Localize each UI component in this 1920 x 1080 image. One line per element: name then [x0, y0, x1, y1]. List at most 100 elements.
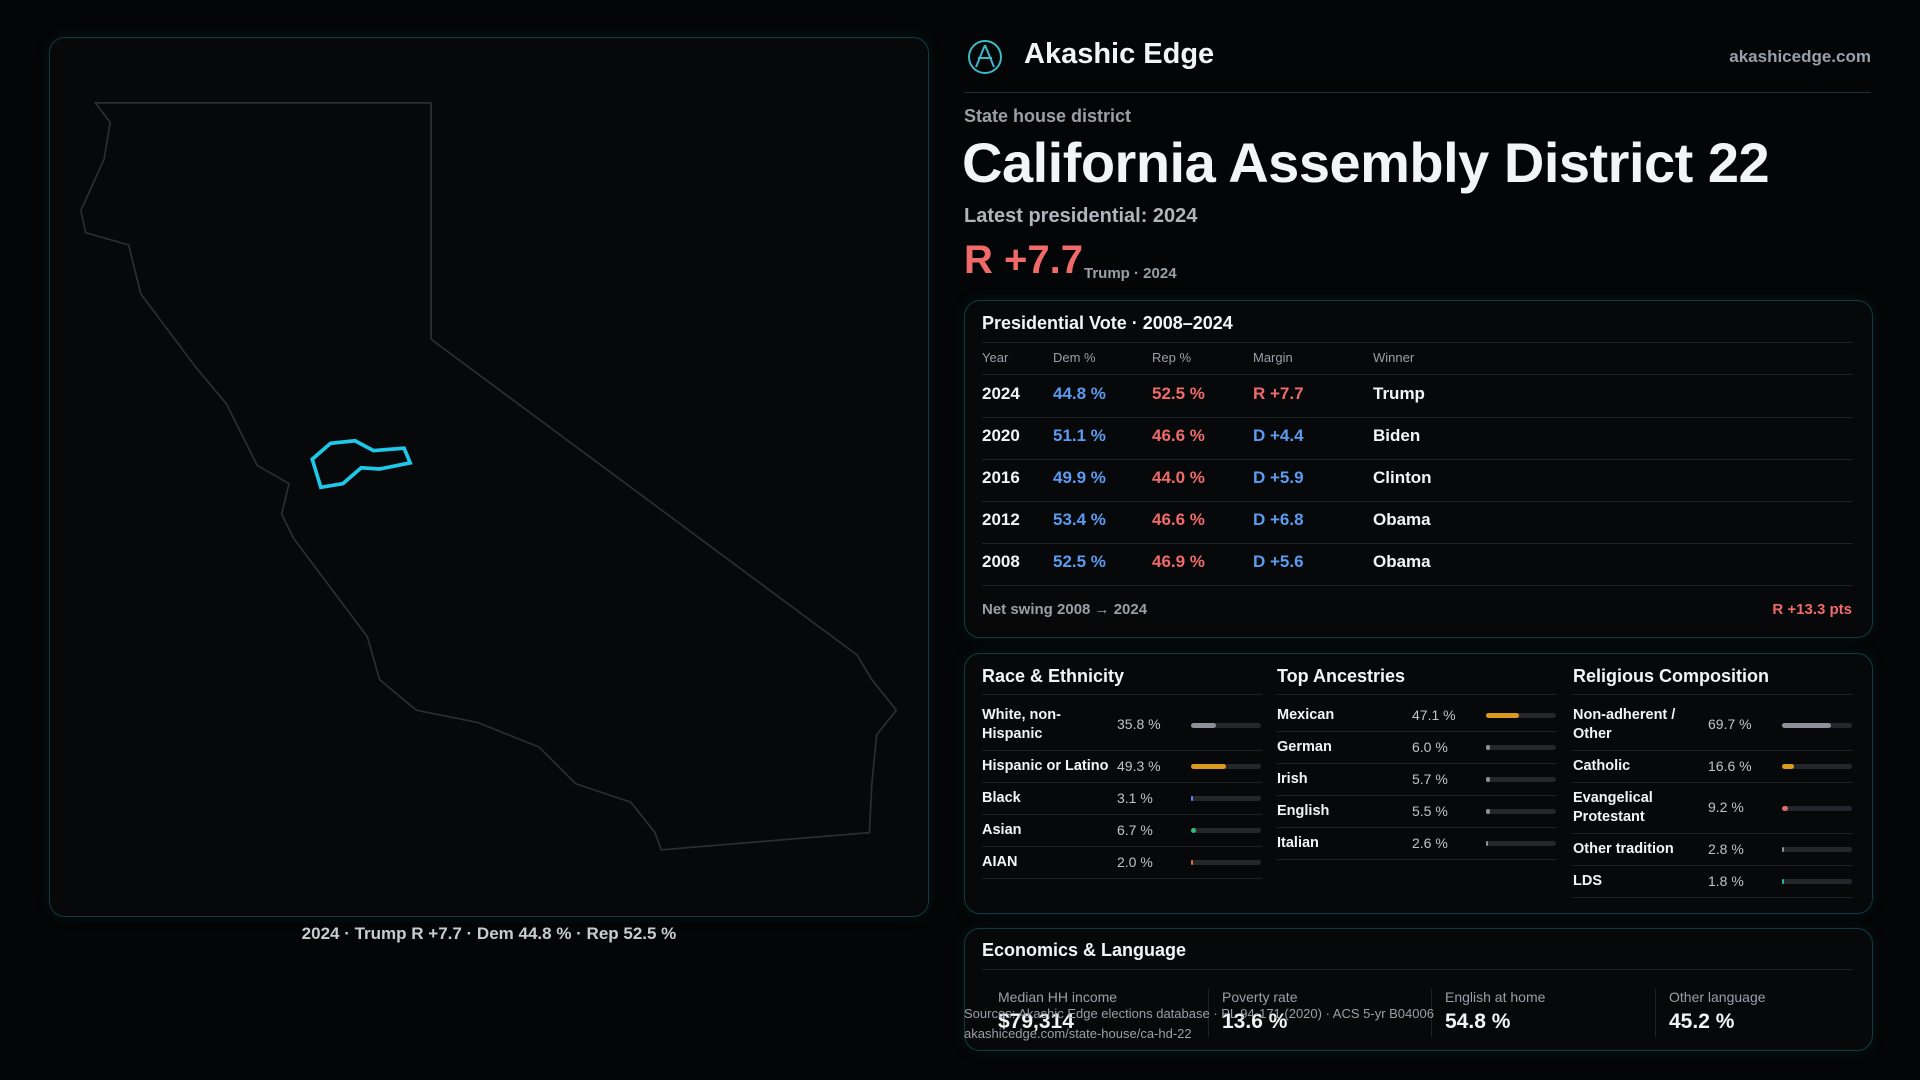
divider	[1573, 865, 1853, 866]
divider	[1277, 694, 1557, 695]
row-label: Mexican	[1277, 707, 1335, 723]
metric-label: English at home	[1445, 989, 1546, 1005]
source-url[interactable]: akashicedge.com/state-house/ca-hd-22	[964, 1026, 1192, 1041]
divider	[982, 782, 1262, 783]
bar	[1191, 828, 1196, 833]
bar-track	[1486, 745, 1556, 750]
divider	[1277, 827, 1557, 828]
divider	[982, 878, 1262, 879]
row-label: Other tradition	[1573, 841, 1674, 857]
cell: 44.8 %	[1053, 384, 1106, 403]
divider	[982, 846, 1262, 847]
bar	[1191, 764, 1226, 769]
metric-value: 54.8 %	[1445, 1010, 1511, 1033]
divider	[1431, 989, 1432, 1037]
bar-track	[1782, 879, 1852, 884]
column-header: Rep %	[1152, 350, 1192, 365]
presidential-card	[964, 300, 1873, 638]
divider	[1573, 897, 1853, 898]
state-outline	[79, 102, 898, 851]
cell: Trump	[1373, 384, 1425, 403]
brand: Akashic Edge	[1024, 38, 1215, 70]
bar	[1782, 847, 1784, 852]
row-label: Black	[982, 790, 1021, 806]
bar	[1782, 805, 1789, 811]
cell: 52.5 %	[1152, 384, 1205, 403]
cell: R +7.7	[1253, 384, 1304, 403]
row-value: 6.7 %	[1117, 821, 1153, 838]
cell: 46.9 %	[1152, 552, 1205, 571]
bar-track	[1191, 722, 1261, 728]
year: 2024	[982, 384, 1020, 403]
bar	[1191, 722, 1217, 728]
row-value: 2.8 %	[1708, 840, 1744, 857]
row-value: 16.6 %	[1708, 757, 1752, 774]
row-label: Evangelical Protestant	[1573, 790, 1653, 825]
bar-track	[1191, 796, 1261, 801]
district-outline	[310, 438, 413, 490]
bar-track	[1486, 809, 1556, 814]
row-label: Asian	[982, 822, 1022, 838]
row-label: English	[1277, 803, 1330, 819]
divider	[1573, 782, 1853, 783]
divider	[982, 417, 1853, 418]
latest-note: Trump · 2024	[1084, 265, 1177, 282]
metric-label: Poverty rate	[1222, 989, 1298, 1005]
row-value: 69.7 %	[1708, 716, 1752, 732]
row-value: 5.7 %	[1412, 770, 1448, 787]
year: 2008	[982, 552, 1020, 571]
column-header: Year	[982, 350, 1009, 365]
divider	[1277, 763, 1557, 764]
metric-label: Other language	[1669, 989, 1766, 1005]
column-header: Margin	[1253, 350, 1293, 365]
row-label: Irish	[1277, 771, 1308, 787]
year: 2020	[982, 426, 1020, 445]
divider	[982, 814, 1262, 815]
logo	[968, 40, 1002, 74]
bar-track	[1191, 764, 1261, 769]
cell: D +4.4	[1253, 426, 1304, 445]
cell: D +5.9	[1253, 468, 1304, 487]
divider	[982, 459, 1853, 460]
bar-track	[1191, 828, 1261, 833]
section-title: Religious Composition	[1573, 666, 1769, 686]
bar-track	[1486, 777, 1556, 782]
metric-label: Median HH income	[998, 989, 1118, 1005]
map-caption: 2024 · Trump R +7.7 · Dem 44.8 % · Rep 5…	[301, 924, 677, 943]
cell: Clinton	[1373, 468, 1432, 487]
row-value: 2.0 %	[1117, 853, 1153, 870]
row-label: Non-adherent / Other	[1573, 707, 1676, 742]
divider	[982, 501, 1853, 502]
demographics-card	[964, 653, 1873, 914]
row-value: 1.8 %	[1708, 872, 1744, 889]
metric-value: $79,314	[998, 1010, 1074, 1033]
cell: D +6.8	[1253, 510, 1304, 529]
metric-value: 45.2 %	[1669, 1010, 1735, 1033]
domain[interactable]: akashicedge.com	[1729, 47, 1871, 66]
divider	[1277, 731, 1557, 732]
cell: D +5.6	[1253, 552, 1304, 571]
bar-track	[1782, 847, 1852, 852]
bar	[1191, 860, 1193, 865]
row-value: 6.0 %	[1412, 738, 1448, 755]
latest-label: Latest presidential: 2024	[964, 205, 1198, 227]
latest-margin: R +7.7	[964, 238, 1083, 282]
bar	[1782, 764, 1794, 769]
divider	[1573, 750, 1853, 751]
cell: 51.1 %	[1053, 426, 1106, 445]
row-value: 49.3 %	[1117, 757, 1161, 774]
row-value: 3.1 %	[1117, 789, 1153, 806]
divider	[1573, 833, 1853, 834]
divider	[982, 374, 1853, 375]
divider	[982, 750, 1262, 751]
bar-track	[1191, 860, 1261, 865]
bar-track	[1486, 713, 1556, 718]
net-swing: R +13.3 pts	[1772, 601, 1852, 618]
bar	[1486, 713, 1519, 718]
cell: 46.6 %	[1152, 426, 1205, 445]
row-label: LDS	[1573, 873, 1602, 889]
bar	[1782, 879, 1784, 884]
year: 2016	[982, 468, 1020, 487]
bar	[1486, 777, 1490, 782]
